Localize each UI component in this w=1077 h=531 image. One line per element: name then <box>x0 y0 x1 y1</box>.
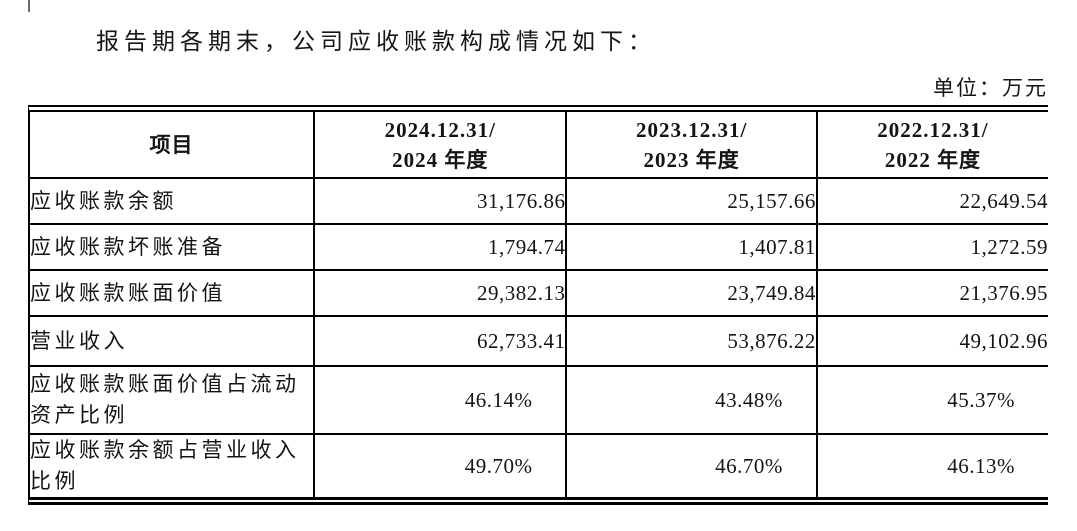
column-header-2022-date: 2022.12.31/ <box>877 117 989 142</box>
value-cell: 25,157.66 <box>565 178 817 225</box>
row-label: 应收账款余额 <box>30 178 315 225</box>
scan-artifact-tick <box>28 0 30 12</box>
value-cell: 22,649.54 <box>815 178 1048 225</box>
table-row: 应收账款余额占营业收入比例 49.70% 46.70% 46.13% <box>30 434 1048 497</box>
header-row: 项目 2024.12.31/ 2024 年度 2023.12.31/ 2023 … <box>30 112 1048 179</box>
value-cell: 49.70% <box>313 434 567 497</box>
table-row: 应收账款余额 31,176.86 25,157.66 22,649.54 <box>30 178 1048 225</box>
value-cell: 53,876.22 <box>565 316 817 367</box>
table-row: 应收账款坏账准备 1,794.74 1,407.81 1,272.59 <box>30 224 1048 271</box>
table-row: 营业收入 62,733.41 53,876.22 49,102.96 <box>30 316 1048 367</box>
receivables-table-grid: 项目 2024.12.31/ 2024 年度 2023.12.31/ 2023 … <box>30 112 1048 497</box>
value-cell: 21,376.95 <box>815 270 1048 317</box>
intro-text: 报告期各期末，公司应收账款构成情况如下： <box>96 29 656 54</box>
value-cell: 49,102.96 <box>815 316 1048 367</box>
column-header-2024-year: 2024 年度 <box>392 147 489 172</box>
row-label: 应收账款账面价值占流动资产比例 <box>30 366 315 435</box>
table-row: 应收账款账面价值 29,382.13 23,749.84 21,376.95 <box>30 270 1048 317</box>
column-header-2023-date: 2023.12.31/ <box>636 117 748 142</box>
value-cell: 23,749.84 <box>565 270 817 317</box>
column-header-2023-year: 2023 年度 <box>643 147 740 172</box>
table-row: 应收账款账面价值占流动资产比例 46.14% 43.48% 45.37% <box>30 366 1048 435</box>
unit-label: 单位：万元 <box>933 76 1048 100</box>
value-cell: 31,176.86 <box>313 178 567 225</box>
value-cell: 43.48% <box>565 366 817 435</box>
value-cell: 1,272.59 <box>815 224 1048 271</box>
column-header-item: 项目 <box>30 112 315 179</box>
value-cell: 46.70% <box>565 434 817 497</box>
column-header-2024: 2024.12.31/ 2024 年度 <box>313 112 567 179</box>
column-header-2023: 2023.12.31/ 2023 年度 <box>565 112 817 179</box>
receivables-table: 项目 2024.12.31/ 2024 年度 2023.12.31/ 2023 … <box>28 105 1048 505</box>
value-cell: 46.14% <box>313 366 567 435</box>
value-cell: 1,794.74 <box>313 224 567 271</box>
row-label: 应收账款余额占营业收入比例 <box>30 438 300 493</box>
row-label: 应收账款坏账准备 <box>30 224 315 271</box>
value-cell: 1,407.81 <box>565 224 817 271</box>
column-header-2024-date: 2024.12.31/ <box>384 117 496 142</box>
column-header-2022-year: 2022 年度 <box>884 147 982 172</box>
value-cell: 62,733.41 <box>313 316 567 367</box>
value-cell: 29,382.13 <box>313 270 567 317</box>
column-header-2022: 2022.12.31/ 2022 年度 <box>815 112 1048 179</box>
value-cell: 46.13% <box>815 434 1048 497</box>
row-label: 应收账款账面价值 <box>30 270 315 317</box>
row-label: 营业收入 <box>30 316 315 367</box>
value-cell: 45.37% <box>815 366 1048 435</box>
